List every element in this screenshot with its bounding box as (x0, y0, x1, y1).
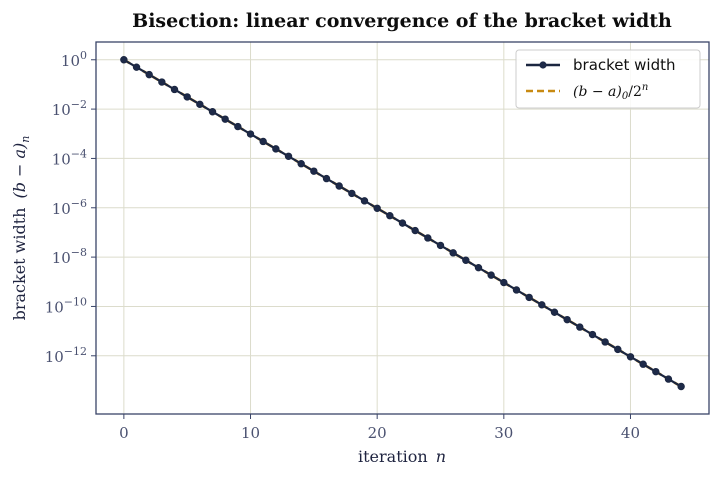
data-point (284, 152, 293, 160)
x-tick-label: 0 (119, 424, 129, 442)
data-point (664, 375, 673, 383)
y-tick-label: 10−6 (52, 197, 87, 218)
data-point (538, 301, 546, 309)
data-point (436, 241, 445, 250)
legend-label-bracket-width: bracket width (573, 56, 676, 74)
y-tick-label: 10−4 (52, 147, 87, 168)
y-tick-label: 10−8 (52, 246, 87, 267)
legend: bracket width (b − a)0/2n (515, 49, 701, 109)
data-point (221, 115, 229, 123)
y-axis-label-symbol: (b − a) (10, 143, 29, 199)
y-axis-label-text: bracket width (10, 208, 29, 321)
data-point (652, 367, 660, 376)
x-axis-label-symbol: n (436, 447, 446, 466)
data-point (424, 234, 432, 242)
data-point (563, 315, 571, 324)
data-point (576, 323, 584, 331)
y-axis-label: bracket width (b − a)n (10, 136, 32, 321)
x-axis-ticks: 0 10 20 30 40 (119, 414, 640, 442)
data-point (500, 278, 508, 287)
data-point (158, 78, 166, 86)
data-point (411, 226, 419, 235)
data-point (487, 271, 495, 279)
data-point (297, 160, 305, 168)
data-point (550, 308, 559, 316)
data-point (601, 338, 609, 346)
data-point (360, 197, 369, 205)
data-point (512, 286, 521, 294)
bracket-width-series (120, 56, 685, 391)
data-point (677, 382, 685, 391)
x-tick-label: 30 (494, 424, 513, 442)
data-point (462, 256, 470, 264)
x-tick-label: 40 (621, 424, 640, 442)
data-point (386, 212, 394, 220)
data-point (208, 108, 217, 116)
data-point (398, 219, 407, 227)
x-tick-label: 20 (368, 424, 387, 442)
data-point (474, 263, 483, 272)
x-axis-label: iteration n (358, 447, 446, 466)
data-point (588, 330, 597, 339)
data-point (322, 174, 331, 183)
legend-box (515, 49, 701, 109)
legend-marker-bracket-width (539, 61, 547, 69)
legend-label-reference: (b − a)0/2n (573, 82, 648, 102)
data-point (246, 130, 255, 138)
data-point (449, 249, 457, 257)
data-point (626, 353, 635, 361)
data-point (259, 137, 267, 146)
y-axis-ticks: 100 10−2 10−4 10−6 10−8 10−10 10−12 (45, 49, 96, 366)
y-tick-label: 10−10 (45, 295, 87, 316)
data-point (373, 204, 381, 212)
grid (96, 42, 709, 414)
y-tick-label: 100 (61, 49, 87, 70)
plot-frame (95, 41, 710, 415)
data-point (335, 182, 343, 190)
y-tick-label: 10−12 (45, 345, 87, 366)
data-point (272, 145, 280, 153)
data-point (525, 293, 533, 302)
data-point (196, 100, 204, 109)
data-point (348, 189, 356, 198)
x-axis-label-text: iteration (358, 447, 428, 466)
data-point (310, 167, 318, 175)
data-point (614, 345, 622, 354)
y-tick-label: 10−2 (52, 98, 87, 119)
data-point (120, 56, 128, 64)
data-point (170, 85, 179, 94)
y-axis-label-subscript: n (19, 136, 32, 143)
data-point (639, 360, 647, 368)
data-point (234, 122, 242, 131)
data-point (145, 70, 153, 79)
data-point (132, 63, 141, 71)
x-tick-label: 10 (241, 424, 260, 442)
chart-title: Bisection: linear convergence of the bra… (132, 10, 672, 32)
data-point (183, 93, 191, 101)
